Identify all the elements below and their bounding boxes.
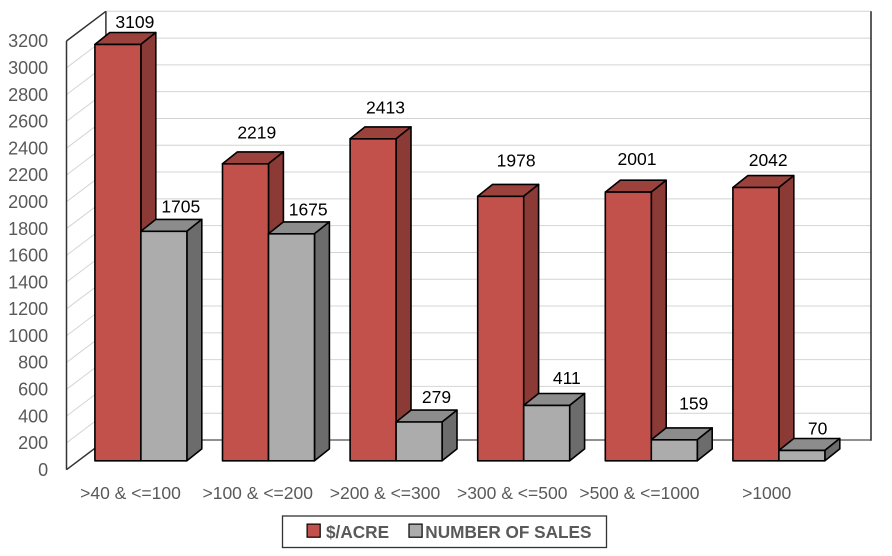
svg-text:2000: 2000 bbox=[8, 192, 48, 212]
svg-text:>500 & <=1000: >500 & <=1000 bbox=[579, 483, 699, 503]
svg-text:0: 0 bbox=[38, 460, 48, 480]
svg-text:1200: 1200 bbox=[8, 299, 48, 319]
svg-text:2600: 2600 bbox=[8, 112, 48, 132]
svg-text:2413: 2413 bbox=[366, 98, 405, 118]
svg-text:800: 800 bbox=[18, 353, 48, 373]
svg-text:>40 & <=100: >40 & <=100 bbox=[80, 483, 181, 503]
svg-text:2400: 2400 bbox=[8, 138, 48, 158]
svg-text:3000: 3000 bbox=[8, 58, 48, 78]
svg-text:2800: 2800 bbox=[8, 85, 48, 105]
svg-text:1400: 1400 bbox=[8, 272, 48, 292]
svg-text:>300 & <=500: >300 & <=500 bbox=[457, 483, 568, 503]
svg-text:2219: 2219 bbox=[237, 123, 276, 143]
svg-text:1705: 1705 bbox=[161, 197, 200, 217]
svg-text:NUMBER OF SALES: NUMBER OF SALES bbox=[425, 522, 591, 542]
svg-text:159: 159 bbox=[679, 394, 708, 414]
svg-text:>200 & <=300: >200 & <=300 bbox=[330, 483, 441, 503]
svg-text:3109: 3109 bbox=[115, 12, 154, 32]
svg-text:3200: 3200 bbox=[8, 31, 48, 51]
svg-text:1600: 1600 bbox=[8, 246, 48, 266]
svg-text:70: 70 bbox=[808, 419, 828, 439]
svg-text:411: 411 bbox=[553, 368, 581, 388]
svg-text:1675: 1675 bbox=[289, 200, 328, 220]
svg-text:2042: 2042 bbox=[749, 150, 788, 170]
svg-text:400: 400 bbox=[18, 406, 48, 426]
svg-text:200: 200 bbox=[18, 433, 48, 453]
svg-text:600: 600 bbox=[18, 380, 48, 400]
svg-text:>1000: >1000 bbox=[742, 483, 791, 503]
svg-text:2001: 2001 bbox=[618, 149, 657, 169]
svg-text:>100 & <=200: >100 & <=200 bbox=[203, 483, 314, 503]
svg-text:279: 279 bbox=[422, 387, 451, 407]
svg-text:1978: 1978 bbox=[497, 150, 536, 170]
svg-text:2200: 2200 bbox=[8, 165, 48, 185]
svg-text:$/ACRE: $/ACRE bbox=[326, 522, 389, 542]
svg-text:1800: 1800 bbox=[8, 219, 48, 239]
svg-text:1000: 1000 bbox=[8, 326, 48, 346]
